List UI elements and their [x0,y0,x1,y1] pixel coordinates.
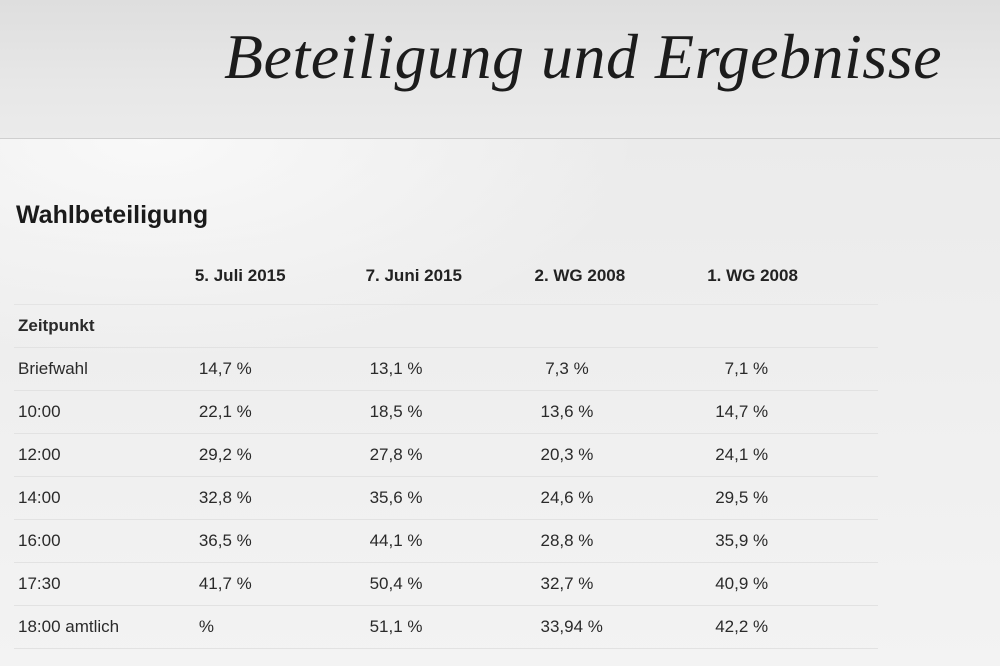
table-cell: 29,2 % [194,433,366,477]
row-label: 17:30 [14,562,195,606]
row-label: 18:00 amtlich [14,605,195,649]
table-cell: 28,8 % [532,519,708,563]
table-cell: 20,3 % [532,433,708,477]
table-cell: 41,7 % [194,562,366,606]
empty-cell [532,304,708,348]
table-cell: 18,5 % [365,390,533,434]
table-row: Briefwahl 14,7 % 13,1 % 7,3 % 7,1 % [14,347,878,391]
table-cell: 24,1 % [707,433,878,477]
table-cell: 33,94 % [532,605,708,649]
table-cell: 29,5 % [707,476,878,520]
row-label: 14:00 [14,476,195,520]
subheader-row: Zeitpunkt [14,304,878,348]
table-cell: 35,9 % [707,519,878,563]
row-label: 12:00 [14,433,195,477]
table-cell: 14,7 % [194,347,366,391]
turnout-table: 5. Juli 2015 7. Juni 2015 2. WG 2008 1. … [14,248,878,649]
row-label: Briefwahl [14,347,195,391]
table-cell: 22,1 % [194,390,366,434]
subheader-label: Zeitpunkt [14,304,195,348]
table-cell: 44,1 % [365,519,533,563]
table-row: 17:30 41,7 % 50,4 % 32,7 % 40,9 % [14,562,878,606]
column-header: 7. Juni 2015 [365,248,533,305]
table-cell: 36,5 % [194,519,366,563]
table-cell: 24,6 % [532,476,708,520]
table-row: 10:00 22,1 % 18,5 % 13,6 % 14,7 % [14,390,878,434]
empty-cell [707,304,878,348]
header-empty-cell [14,248,195,305]
table-cell: 32,7 % [532,562,708,606]
table-cell: 50,4 % [365,562,533,606]
table-row: 14:00 32,8 % 35,6 % 24,6 % 29,5 % [14,476,878,520]
content-area: Wahlbeteiligung 5. Juli 2015 7. Juni 201… [0,139,1000,666]
table-row: 12:00 29,2 % 27,8 % 20,3 % 24,1 % [14,433,878,477]
table-cell: 7,3 % [532,347,708,391]
header-banner: Beteiligung und Ergebnisse [0,0,1000,139]
table-cell: 32,8 % [194,476,366,520]
table-cell: 35,6 % [365,476,533,520]
column-header: 5. Juli 2015 [194,248,366,305]
table-cell: 7,1 % [707,347,878,391]
column-header: 1. WG 2008 [707,248,878,305]
table-cell: 42,2 % [707,605,878,649]
row-label: 10:00 [14,390,195,434]
table-row: 16:00 36,5 % 44,1 % 28,8 % 35,9 % [14,519,878,563]
table-cell: 27,8 % [365,433,533,477]
table-cell: 14,7 % [707,390,878,434]
table-cell: 13,1 % [365,347,533,391]
column-header: 2. WG 2008 [532,248,708,305]
table-cell: 40,9 % [707,562,878,606]
table-row: 18:00 amtlich % 51,1 % 33,94 % 42,2 % [14,605,878,649]
table-cell: % [194,605,366,649]
section-title: Wahlbeteiligung [16,201,209,229]
page-title: Beteiligung und Ergebnisse [223,21,942,92]
row-label: 16:00 [14,519,195,563]
table-header-row: 5. Juli 2015 7. Juni 2015 2. WG 2008 1. … [14,248,878,305]
table-cell: 13,6 % [532,390,708,434]
empty-cell [365,304,533,348]
table-cell: 51,1 % [365,605,533,649]
empty-cell [194,304,366,348]
